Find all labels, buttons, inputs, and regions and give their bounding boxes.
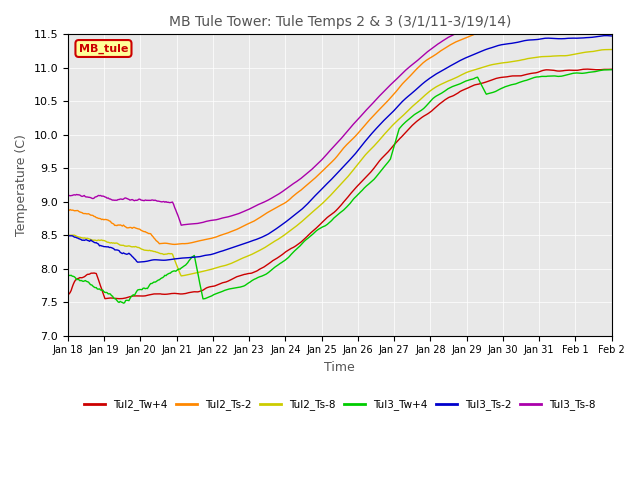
Tul2_Tw+4	[511, 73, 518, 79]
Tul2_Ts-2	[64, 208, 72, 214]
Tul2_Tw+4	[115, 296, 123, 301]
Tul3_Ts-8	[323, 151, 331, 156]
Tul3_Ts-2	[326, 178, 334, 183]
Tul2_Ts-8	[596, 48, 604, 53]
Tul3_Tw+4	[511, 81, 518, 87]
Tul2_Ts-8	[64, 232, 72, 238]
Tul2_Tw+4	[323, 215, 331, 220]
Tul3_Tw+4	[359, 186, 367, 192]
Tul2_Ts-2	[607, 13, 614, 19]
Tul3_Ts-2	[359, 141, 367, 146]
Tul2_Ts-2	[596, 14, 604, 20]
Tul3_Ts-2	[388, 109, 396, 115]
Tul2_Ts-2	[323, 164, 331, 169]
Tul3_Tw+4	[388, 148, 396, 154]
Tul3_Tw+4	[608, 67, 616, 72]
Tul2_Tw+4	[608, 66, 616, 72]
Tul3_Tw+4	[64, 273, 72, 278]
Tul2_Ts-8	[511, 59, 518, 64]
Tul3_Tw+4	[323, 222, 331, 228]
Tul3_Ts-8	[596, 0, 604, 6]
Tul3_Ts-8	[511, 7, 518, 12]
Tul3_Ts-2	[602, 33, 610, 38]
Tul3_Tw+4	[326, 219, 334, 225]
Tul2_Ts-8	[388, 122, 396, 128]
Tul3_Ts-2	[134, 259, 141, 265]
Tul2_Ts-8	[323, 196, 331, 202]
Tul2_Tw+4	[582, 66, 589, 72]
Tul3_Ts-2	[608, 33, 616, 39]
Tul3_Ts-8	[359, 110, 367, 116]
Legend: Tul2_Tw+4, Tul2_Ts-2, Tul2_Ts-8, Tul3_Tw+4, Tul3_Ts-2, Tul3_Ts-8: Tul2_Tw+4, Tul2_Ts-2, Tul2_Ts-8, Tul3_Tw…	[80, 395, 600, 414]
Tul2_Tw+4	[359, 177, 367, 183]
Tul3_Ts-8	[608, 0, 616, 5]
Title: MB Tule Tower: Tule Temps 2 & 3 (3/1/11-3/19/14): MB Tule Tower: Tule Temps 2 & 3 (3/1/11-…	[168, 15, 511, 29]
Tul3_Ts-8	[64, 192, 72, 198]
Tul2_Ts-2	[359, 124, 367, 130]
X-axis label: Time: Time	[324, 361, 355, 374]
Tul2_Ts-2	[171, 241, 179, 247]
Tul2_Tw+4	[388, 144, 396, 149]
Tul2_Ts-2	[511, 19, 518, 25]
Tul2_Ts-2	[388, 93, 396, 98]
Tul3_Ts-2	[511, 40, 518, 46]
Tul2_Ts-8	[326, 192, 334, 198]
Tul3_Tw+4	[120, 300, 127, 306]
Tul2_Ts-2	[608, 13, 616, 19]
Tul2_Ts-8	[177, 273, 185, 279]
Line: Tul3_Ts-8: Tul3_Ts-8	[68, 2, 612, 225]
Tul2_Tw+4	[326, 212, 334, 218]
Tul3_Ts-8	[604, 0, 611, 5]
Line: Tul3_Ts-2: Tul3_Ts-2	[68, 36, 612, 262]
Tul2_Ts-8	[359, 155, 367, 160]
Line: Tul3_Tw+4: Tul3_Tw+4	[68, 70, 612, 303]
Tul2_Ts-8	[608, 47, 616, 52]
Tul2_Ts-2	[326, 160, 334, 166]
Line: Tul2_Tw+4: Tul2_Tw+4	[68, 69, 612, 299]
Tul3_Ts-2	[64, 233, 72, 239]
Tul2_Tw+4	[64, 292, 72, 298]
Line: Tul2_Ts-8: Tul2_Ts-8	[68, 49, 612, 276]
Tul3_Ts-8	[326, 147, 334, 153]
Tul3_Ts-8	[388, 80, 396, 86]
Tul3_Ts-2	[596, 33, 604, 39]
Tul3_Tw+4	[596, 68, 604, 73]
Tul2_Tw+4	[597, 67, 605, 72]
Tul3_Ts-8	[177, 222, 185, 228]
Tul3_Ts-2	[323, 180, 331, 186]
Text: MB_tule: MB_tule	[79, 43, 128, 54]
Y-axis label: Temperature (C): Temperature (C)	[15, 134, 28, 236]
Line: Tul2_Ts-2: Tul2_Ts-2	[68, 16, 612, 244]
